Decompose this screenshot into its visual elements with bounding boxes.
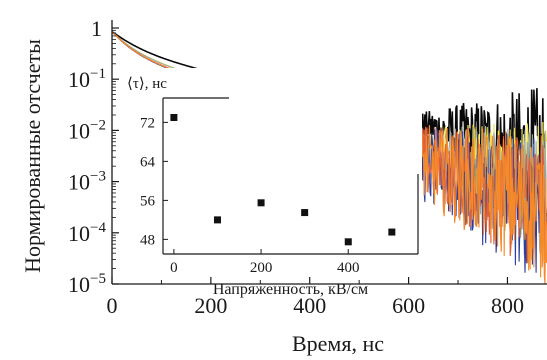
y-tick-base: 10 (68, 67, 90, 92)
inset-data-point (301, 209, 309, 217)
x-tick-label: 400 (293, 293, 326, 318)
y-tick-label: 10−2 (68, 117, 106, 143)
y-axis-title: Нормированные отсчеты (20, 39, 45, 273)
inset-title: ⟨τ⟩, нс (127, 76, 167, 92)
y-tick-label: 10−5 (68, 271, 106, 297)
inset-data-point (170, 114, 178, 121)
inset-y-tick-label: 56 (140, 193, 156, 209)
x-tick-label: 600 (392, 293, 425, 318)
inset-plot: 72 64 56 48 0 200 400 ⟨τ⟩, нс Напряженность, кВ/… (127, 76, 419, 298)
y-tick-label: 10−4 (68, 220, 106, 246)
inset-data-point (388, 228, 396, 236)
x-tick-label: 0 (107, 293, 118, 318)
y-tick-label: 1 (91, 16, 102, 41)
inset-x-tick-label: 400 (337, 260, 360, 276)
y-tick-base: 10 (68, 118, 90, 143)
y-tick-exponent: −1 (90, 66, 106, 82)
inset-y-tick-label: 48 (140, 232, 155, 248)
x-axis-title: Время, нс (292, 331, 384, 356)
y-tick-exponent: −5 (90, 271, 106, 287)
inset-panel (121, 68, 422, 278)
x-tick-label: 800 (491, 293, 524, 318)
inset-x-title: Напряженность, кВ/см (213, 281, 368, 298)
inset-y-tick-label: 64 (140, 154, 156, 170)
y-tick-base: 10 (68, 272, 90, 297)
y-tick-base: 10 (68, 221, 90, 246)
inset-data-point (257, 199, 265, 207)
inset-x-tick-label: 0 (170, 260, 178, 276)
y-tick-label: 10−1 (68, 66, 106, 92)
y-tick-exponent: −2 (90, 117, 106, 133)
inset-data-point (213, 216, 221, 224)
x-tick-label: 200 (194, 293, 227, 318)
y-tick-base: 1 (91, 16, 102, 41)
inset-data-point (344, 238, 352, 246)
y-tick-label: 10−3 (68, 169, 106, 195)
y-tick-exponent: −3 (90, 169, 106, 185)
y-tick-base: 10 (68, 170, 90, 195)
y-tick-exponent: −4 (90, 220, 106, 236)
inset-x-tick-label: 200 (250, 260, 273, 276)
inset-y-tick-label: 72 (140, 115, 155, 131)
